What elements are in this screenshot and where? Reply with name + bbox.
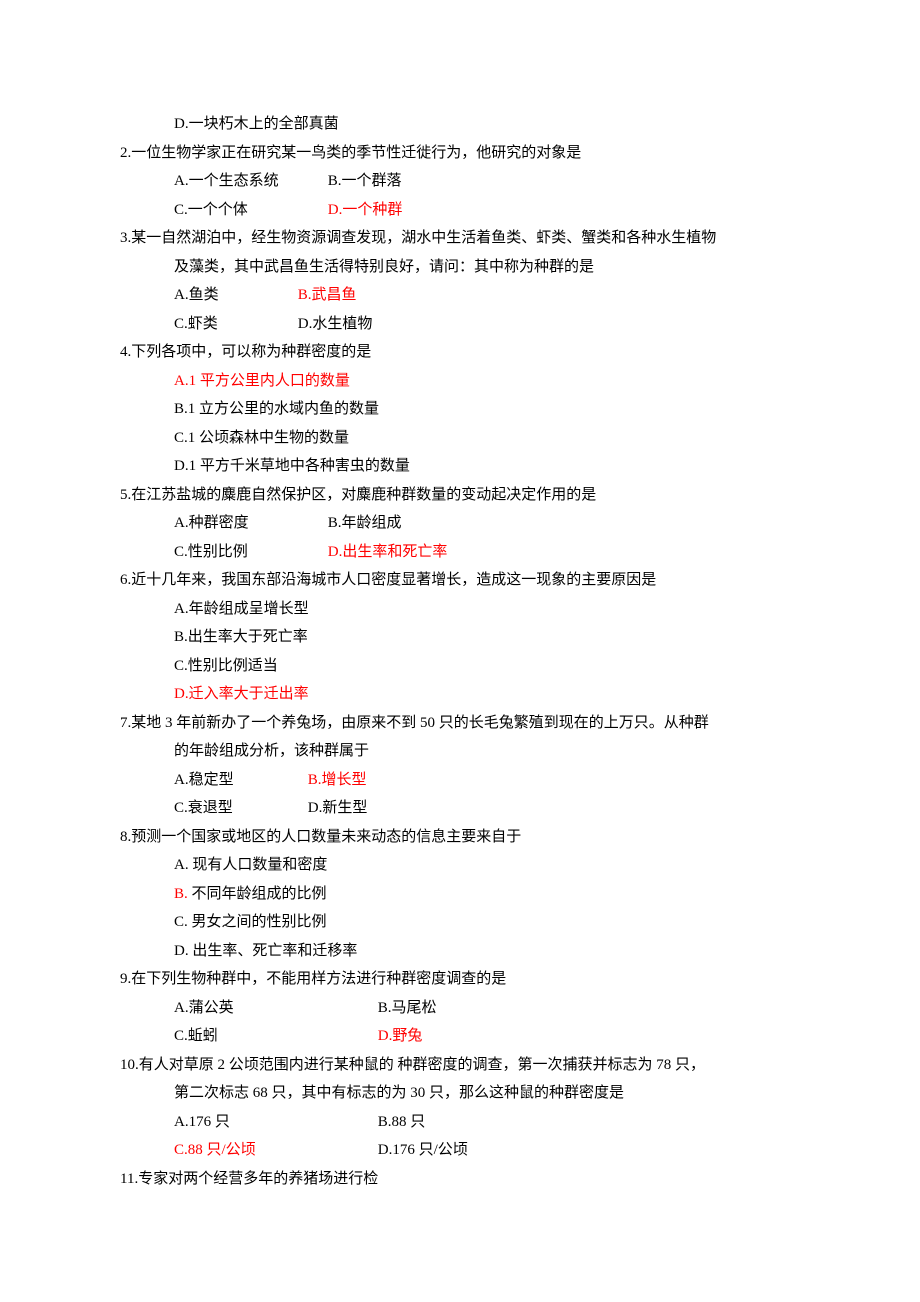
option-row: A.种群密度 B.年龄组成 [120,509,800,538]
question-1-tail: D.一块朽木上的全部真菌 [120,110,800,139]
option-row: A.稳定型 B.增长型 [120,766,800,795]
option-d: D.出生率和死亡率 [328,538,478,567]
question-8: 8.预测一个国家或地区的人口数量未来动态的信息主要来自于 A. 现有人口数量和密… [120,823,800,966]
option-a: A. 现有人口数量和密度 [120,851,800,880]
option-d: D. 出生率、死亡率和迁移率 [120,937,800,966]
document-page: D.一块朽木上的全部真菌 2.一位生物学家正在研究某一鸟类的季节性迁徙行为，他研… [0,0,920,1302]
option-d: D.水生植物 [298,310,448,339]
question-stem: 8.预测一个国家或地区的人口数量未来动态的信息主要来自于 [120,823,800,852]
option-row: A.176 只 B.88 只 [120,1108,800,1137]
option-c: C.虾类 [174,310,294,339]
option-b: B.马尾松 [378,994,528,1023]
question-stem: 3.某一自然湖泊中，经生物资源调查发现，湖水中生活着鱼类、虾类、蟹类和各种水生植… [120,224,800,253]
option-a: A.年龄组成呈增长型 [120,595,800,624]
question-stem: 7.某地 3 年前新办了一个养兔场，由原来不到 50 只的长毛兔繁殖到现在的上万… [120,709,800,738]
option-d: D.新生型 [308,794,458,823]
option-d: D.176 只/公顷 [378,1136,528,1165]
option-a: A.1 平方公里内人口的数量 [120,367,800,396]
option-c: C.88 只/公顷 [174,1136,374,1165]
option-b: B.武昌鱼 [298,281,448,310]
option-b: B. 不同年龄组成的比例 [120,880,800,909]
option-row: A.鱼类 B.武昌鱼 [120,281,800,310]
option-row: A.蒲公英 B.马尾松 [120,994,800,1023]
question-stem: 10.有人对草原 2 公顷范围内进行某种鼠的 种群密度的调查，第一次捕获并标志为… [120,1051,800,1080]
question-stem-cont: 及藻类，其中武昌鱼生活得特别良好，请问：其中称为种群的是 [120,253,800,282]
option-c: C.1 公顷森林中生物的数量 [120,424,800,453]
option-row: C.衰退型 D.新生型 [120,794,800,823]
option-row: C.虾类 D.水生植物 [120,310,800,339]
option-a: A.稳定型 [174,766,304,795]
option-b: B.一个群落 [328,167,478,196]
option-a: A.种群密度 [174,509,324,538]
option-c: C.一个个体 [174,196,324,225]
option-a: A.蒲公英 [174,994,374,1023]
option-c: C.性别比例 [174,538,324,567]
question-6: 6.近十几年来，我国东部沿海城市人口密度显著增长，造成这一现象的主要原因是 A.… [120,566,800,709]
option-d: D.野兔 [378,1022,528,1051]
question-11: 11.专家对两个经营多年的养猪场进行检 [120,1165,800,1194]
option-row: C.性别比例 D.出生率和死亡率 [120,538,800,567]
question-3: 3.某一自然湖泊中，经生物资源调查发现，湖水中生活着鱼类、虾类、蟹类和各种水生植… [120,224,800,338]
question-5: 5.在江苏盐城的麋鹿自然保护区，对麋鹿种群数量的变动起决定作用的是 A.种群密度… [120,481,800,567]
option-d: D.一块朽木上的全部真菌 [120,110,800,139]
question-stem-cont: 第二次标志 68 只，其中有标志的为 30 只，那么这种鼠的种群密度是 [120,1079,800,1108]
question-4: 4.下列各项中，可以称为种群密度的是 A.1 平方公里内人口的数量 B.1 立方… [120,338,800,481]
option-d: D.一个种群 [328,196,478,225]
option-row: A.一个生态系统 B.一个群落 [120,167,800,196]
option-d: D.迁入率大于迁出率 [120,680,800,709]
question-stem: 6.近十几年来，我国东部沿海城市人口密度显著增长，造成这一现象的主要原因是 [120,566,800,595]
option-b: B.出生率大于死亡率 [120,623,800,652]
option-a: A.一个生态系统 [174,167,324,196]
option-b: B.88 只 [378,1108,528,1137]
question-stem: 9.在下列生物种群中，不能用样方法进行种群密度调查的是 [120,965,800,994]
question-stem-cont: 的年龄组成分析，该种群属于 [120,737,800,766]
option-row: C.一个个体 D.一个种群 [120,196,800,225]
option-c: C.性别比例适当 [120,652,800,681]
option-c: C.衰退型 [174,794,304,823]
question-9: 9.在下列生物种群中，不能用样方法进行种群密度调查的是 A.蒲公英 B.马尾松 … [120,965,800,1051]
question-7: 7.某地 3 年前新办了一个养兔场，由原来不到 50 只的长毛兔繁殖到现在的上万… [120,709,800,823]
option-c: C. 男女之间的性别比例 [120,908,800,937]
question-stem: 11.专家对两个经营多年的养猪场进行检 [120,1165,800,1194]
option-b: B.年龄组成 [328,509,478,538]
option-b: B.增长型 [308,766,458,795]
question-stem: 2.一位生物学家正在研究某一鸟类的季节性迁徙行为，他研究的对象是 [120,139,800,168]
question-2: 2.一位生物学家正在研究某一鸟类的季节性迁徙行为，他研究的对象是 A.一个生态系… [120,139,800,225]
option-row: C.88 只/公顷 D.176 只/公顷 [120,1136,800,1165]
question-stem: 4.下列各项中，可以称为种群密度的是 [120,338,800,367]
question-10: 10.有人对草原 2 公顷范围内进行某种鼠的 种群密度的调查，第一次捕获并标志为… [120,1051,800,1165]
option-b: B.1 立方公里的水域内鱼的数量 [120,395,800,424]
option-d: D.1 平方千米草地中各种害虫的数量 [120,452,800,481]
option-row: C.蚯蚓 D.野兔 [120,1022,800,1051]
option-a: A.鱼类 [174,281,294,310]
option-c: C.蚯蚓 [174,1022,374,1051]
question-stem: 5.在江苏盐城的麋鹿自然保护区，对麋鹿种群数量的变动起决定作用的是 [120,481,800,510]
option-a: A.176 只 [174,1108,374,1137]
